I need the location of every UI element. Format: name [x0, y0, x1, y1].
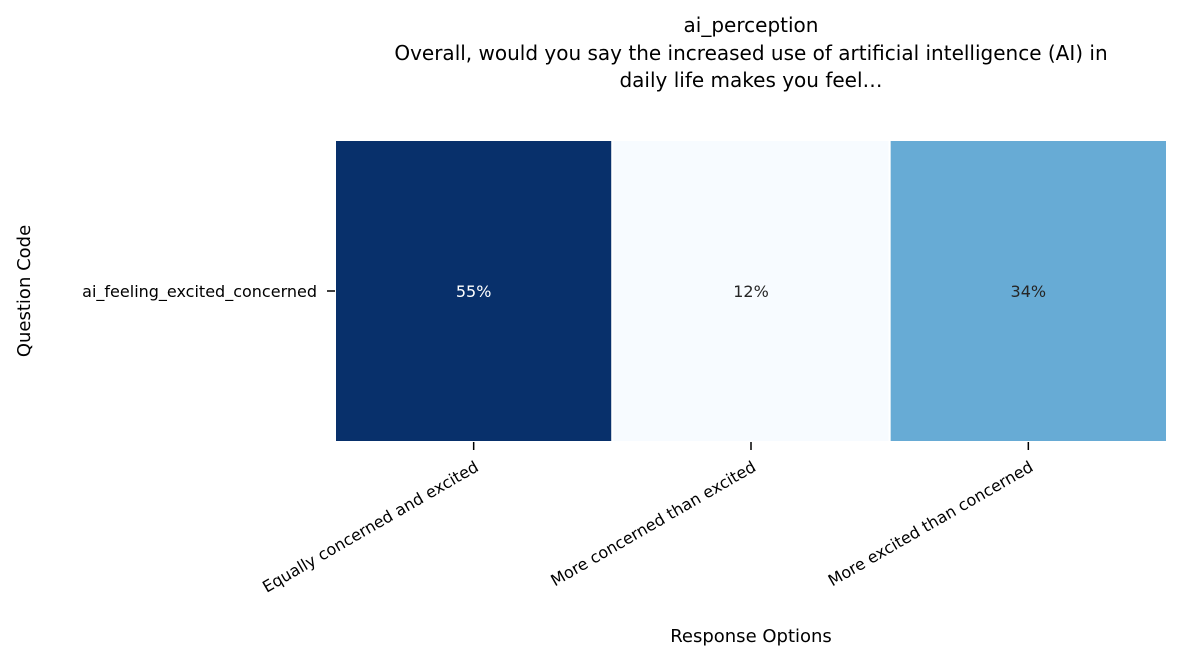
x-tick-label: Equally concerned and excited [259, 457, 482, 596]
heatmap-cell-value: 55% [456, 282, 492, 301]
heatmap-cell [611, 139, 891, 443]
heatmap-cell-value: 34% [1011, 282, 1047, 301]
heatmap-cell [334, 139, 614, 443]
x-axis-label: Response Options [670, 626, 832, 647]
y-axis-ticks: ai_feeling_excited_concerned [82, 282, 335, 302]
chart-title-line-3: daily life makes you feel… [619, 68, 882, 92]
heatmap-cells [334, 139, 1169, 443]
chart-title-line-1: ai_perception [684, 13, 819, 37]
chart-title: ai_perception Overall, would you say the… [394, 13, 1107, 92]
heatmap-cell-value: 12% [733, 282, 769, 301]
x-tick-label: More excited than concerned [825, 457, 1037, 590]
heatmap-cell [888, 139, 1169, 443]
x-axis-ticks: Equally concerned and excited More concer… [259, 442, 1036, 596]
chart-title-line-2: Overall, would you say the increased use… [394, 41, 1107, 65]
x-tick-label: More concerned than excited [547, 457, 759, 590]
y-axis-label: Question Code [14, 225, 35, 357]
y-tick-label: ai_feeling_excited_concerned [82, 282, 317, 302]
heatmap-cell-labels: 55% 12% 34% [456, 282, 1046, 301]
